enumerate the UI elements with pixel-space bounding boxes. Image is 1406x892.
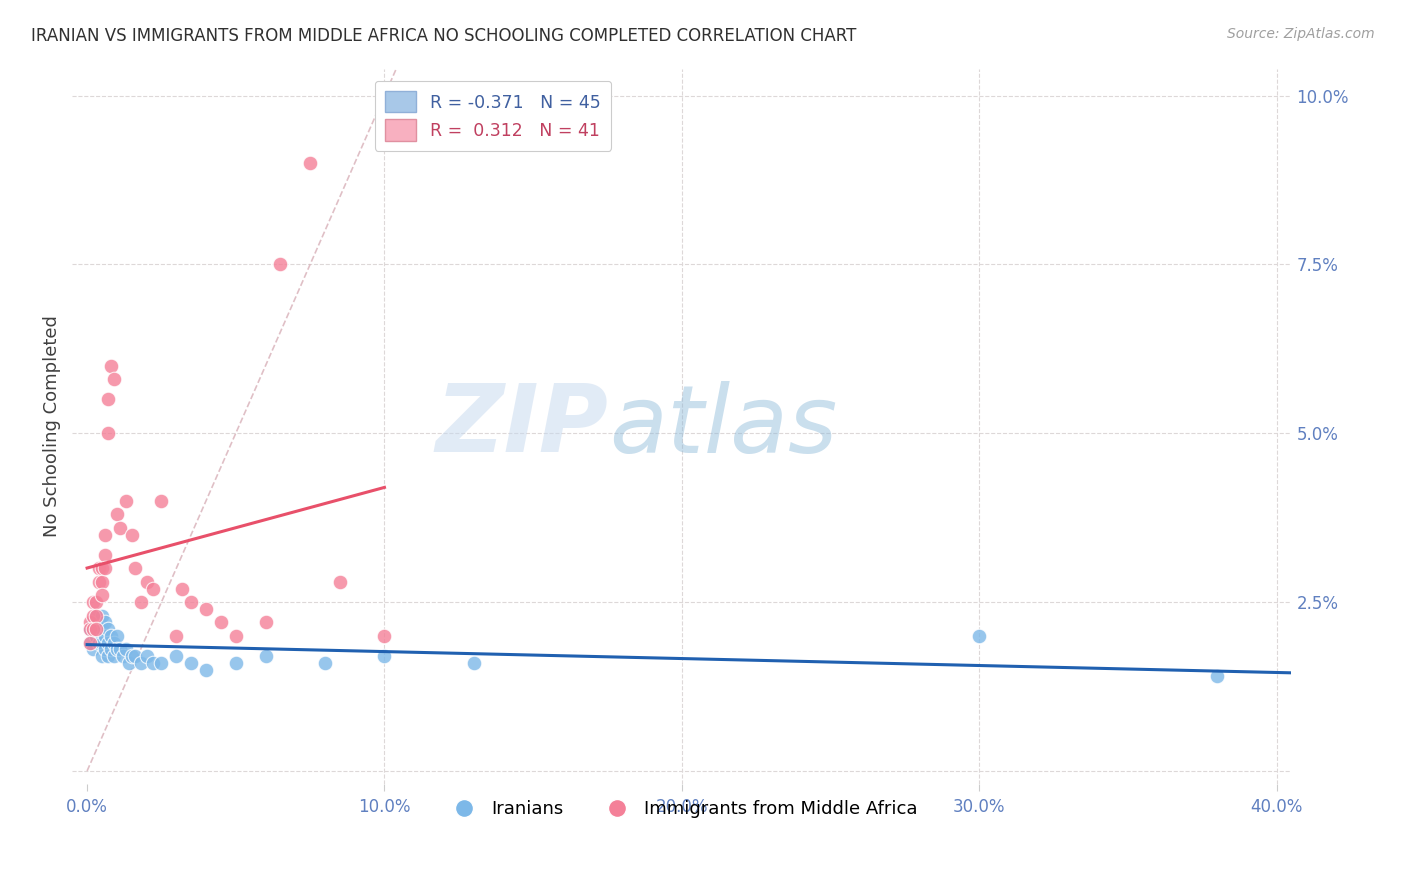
Point [124, 561, 146, 575]
Point [141, 582, 163, 596]
Point [82, 615, 104, 630]
Point [91, 588, 114, 602]
Point [87, 574, 110, 589]
Point [82, 595, 104, 609]
Point [114, 493, 136, 508]
Point [79, 622, 101, 636]
Point [124, 649, 146, 664]
Point [463, 656, 485, 670]
Point [1206, 669, 1229, 683]
Point [91, 561, 114, 575]
Text: ZIP: ZIP [436, 381, 609, 473]
Point [94, 642, 117, 657]
Point [79, 622, 101, 636]
Point [94, 561, 117, 575]
Y-axis label: No Schooling Completed: No Schooling Completed [44, 316, 60, 537]
Point [121, 649, 143, 664]
Point [84, 595, 107, 609]
Point [172, 582, 194, 596]
Point [84, 608, 107, 623]
Point [108, 642, 131, 657]
Point [103, 372, 125, 386]
Point [967, 629, 990, 643]
Point [94, 548, 117, 562]
Point [79, 615, 101, 630]
Point [180, 595, 202, 609]
Point [84, 622, 107, 636]
Point [373, 649, 395, 664]
Point [82, 608, 104, 623]
Point [314, 656, 336, 670]
Point [103, 635, 125, 649]
Point [150, 493, 173, 508]
Text: IRANIAN VS IMMIGRANTS FROM MIDDLE AFRICA NO SCHOOLING COMPLETED CORRELATION CHAR: IRANIAN VS IMMIGRANTS FROM MIDDLE AFRICA… [31, 27, 856, 45]
Point [91, 635, 114, 649]
Legend: Iranians, Immigrants from Middle Africa: Iranians, Immigrants from Middle Africa [439, 793, 925, 825]
Point [135, 649, 157, 664]
Point [91, 574, 114, 589]
Point [103, 649, 125, 664]
Point [100, 629, 122, 643]
Point [269, 257, 291, 271]
Point [105, 642, 128, 657]
Point [108, 521, 131, 535]
Point [150, 656, 173, 670]
Point [84, 629, 107, 643]
Point [100, 642, 122, 657]
Point [91, 608, 114, 623]
Point [118, 656, 141, 670]
Point [165, 649, 187, 664]
Point [121, 527, 143, 541]
Point [129, 656, 152, 670]
Point [141, 656, 163, 670]
Point [82, 622, 104, 636]
Point [180, 656, 202, 670]
Point [79, 635, 101, 649]
Point [94, 615, 117, 630]
Point [114, 642, 136, 657]
Point [91, 622, 114, 636]
Point [97, 635, 120, 649]
Point [91, 649, 114, 664]
Point [87, 615, 110, 630]
Point [100, 359, 122, 373]
Point [84, 622, 107, 636]
Point [82, 642, 104, 657]
Point [111, 649, 134, 664]
Point [105, 508, 128, 522]
Point [129, 595, 152, 609]
Point [299, 156, 322, 170]
Point [84, 608, 107, 623]
Point [94, 629, 117, 643]
Point [195, 602, 218, 616]
Point [195, 663, 218, 677]
Point [87, 635, 110, 649]
Point [97, 649, 120, 664]
Point [209, 615, 232, 630]
Point [225, 629, 247, 643]
Point [87, 561, 110, 575]
Point [165, 629, 187, 643]
Text: Source: ZipAtlas.com: Source: ZipAtlas.com [1227, 27, 1375, 41]
Point [225, 656, 247, 670]
Point [329, 574, 352, 589]
Point [79, 635, 101, 649]
Point [254, 615, 277, 630]
Point [97, 426, 120, 441]
Point [135, 574, 157, 589]
Point [94, 527, 117, 541]
Point [254, 649, 277, 664]
Point [373, 629, 395, 643]
Point [97, 622, 120, 636]
Point [105, 629, 128, 643]
Point [97, 392, 120, 407]
Text: atlas: atlas [609, 381, 837, 472]
